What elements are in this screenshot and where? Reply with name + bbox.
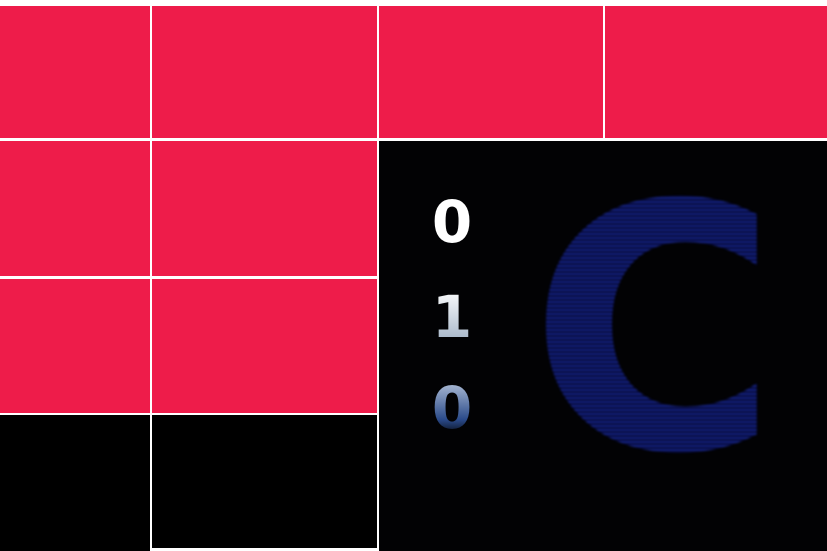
digit: 0 [427, 379, 477, 437]
tile[interactable] [152, 279, 377, 413]
page: C 0 1 0 (() => { const data = JSON.parse… [0, 0, 827, 551]
logo: C [529, 161, 779, 501]
tile[interactable] [0, 6, 150, 138]
digit: 1 [427, 288, 477, 346]
tile[interactable] [0, 141, 150, 276]
tile[interactable] [152, 415, 377, 548]
tile[interactable] [605, 6, 827, 138]
tile[interactable] [0, 415, 150, 551]
tile[interactable] [152, 141, 377, 276]
image-panel[interactable]: C 0 1 0 [379, 141, 827, 551]
tile[interactable] [152, 6, 377, 138]
tile[interactable] [0, 279, 150, 413]
digit: 0 [427, 193, 477, 251]
tile[interactable] [379, 6, 603, 138]
